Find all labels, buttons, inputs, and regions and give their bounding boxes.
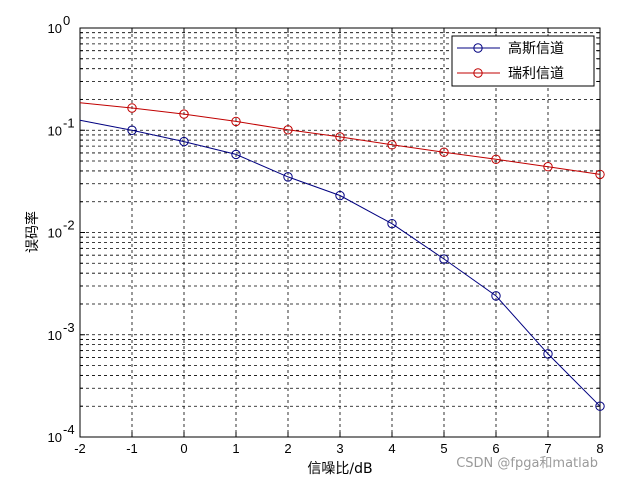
x-tick-label: 0: [180, 441, 187, 456]
data-point: [283, 125, 293, 135]
data-point: [439, 254, 449, 264]
data-point: [335, 132, 345, 142]
data-point: [127, 125, 137, 135]
y-tick-label-base: 10: [48, 21, 62, 36]
y-tick-label-base: 10: [48, 430, 62, 445]
series-0: [79, 119, 605, 411]
legend-marker-series-0: [473, 43, 483, 53]
y-tick-label-exponent: -1: [63, 115, 75, 130]
data-point: [543, 162, 553, 172]
x-tick-label: 8: [596, 441, 603, 456]
data-point: [335, 190, 345, 201]
y-tick-label: 10-3: [48, 320, 75, 343]
x-tick-label: -2: [74, 441, 86, 456]
data-point: [231, 149, 241, 160]
grid-lines: [80, 28, 600, 437]
data-point: [543, 349, 553, 359]
series-line: [79, 102, 601, 175]
data-point: [387, 218, 397, 229]
data-point: [491, 154, 501, 164]
y-tick-label: 10-2: [48, 218, 75, 241]
series-line: [79, 119, 601, 407]
y-axis-label: 误码率: [24, 211, 41, 253]
x-tick-label: 3: [336, 441, 343, 456]
y-tick-label-exponent: -3: [63, 320, 75, 335]
y-tick-label: 100: [48, 13, 71, 36]
legend-label-series-0: 高斯信道: [508, 40, 564, 57]
data-point: [595, 401, 605, 411]
legend-label-series-1: 瑞利信道: [508, 66, 564, 82]
y-tick-label-base: 10: [48, 123, 62, 138]
x-tick-label: 6: [492, 441, 499, 456]
y-tick-label-exponent: 0: [63, 13, 70, 28]
series-1: [79, 102, 605, 180]
data-point: [439, 147, 449, 157]
data-point: [283, 172, 293, 182]
y-tick-label: 10-4: [48, 422, 75, 445]
data-point: [127, 103, 137, 113]
y-tick-label-base: 10: [48, 328, 62, 343]
data-point: [231, 116, 241, 127]
data-point: [491, 291, 501, 301]
x-tick-label: -1: [126, 441, 138, 456]
data-point: [179, 136, 189, 147]
y-tick-label-exponent: -2: [63, 218, 75, 233]
legend-marker-series-1: [473, 68, 483, 78]
data-point: [595, 169, 605, 180]
x-axis-label: 信噪比/dB: [307, 461, 372, 477]
x-tick-label: 7: [544, 441, 551, 456]
y-tick-label-base: 10: [48, 226, 62, 241]
x-tick-label: 4: [388, 441, 395, 456]
y-tick-label-exponent: -4: [63, 422, 75, 437]
series-layer: [79, 102, 605, 411]
x-tick-label: 5: [440, 441, 447, 456]
x-tick-labels: -2 -1 0 1 2 3 4 5 6 7 8: [74, 441, 603, 456]
plot-frame: [79, 27, 601, 438]
y-tick-label: 10-1: [48, 115, 75, 138]
watermark: CSDN @fpga和matlab: [456, 456, 598, 471]
legend: 高斯信道 瑞利信道: [451, 35, 595, 87]
x-tick-label: 2: [284, 441, 291, 456]
data-point: [387, 140, 397, 150]
x-tick-label: 1: [232, 441, 239, 456]
data-point: [179, 109, 189, 119]
